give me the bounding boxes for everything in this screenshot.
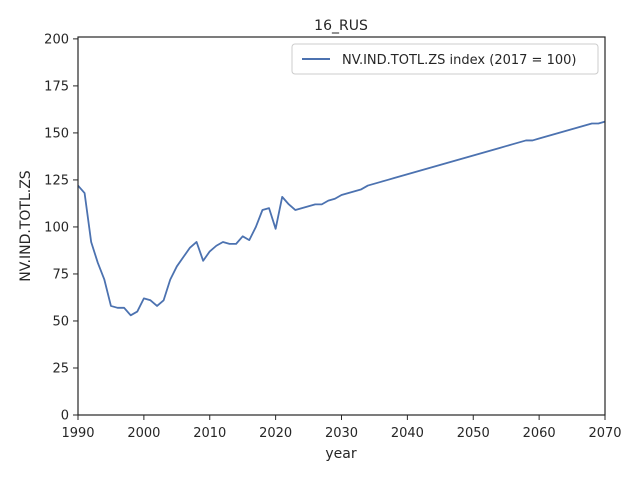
x-tick-label: 2020: [259, 426, 292, 441]
y-axis: 0 25 50 75 100 125 150 175 200: [44, 32, 78, 424]
x-axis: 1990 2000 2010 2020 2030 2040 2050 2060 2070: [61, 415, 622, 441]
x-axis-title: year: [325, 446, 356, 462]
y-tick-label: 200: [44, 32, 69, 47]
x-tick-label: 2050: [457, 426, 490, 441]
x-tick-label: 2060: [523, 426, 556, 441]
legend-label: NV.IND.TOTL.ZS index (2017 = 100): [342, 53, 576, 68]
x-tick-label: 2040: [391, 426, 424, 441]
y-tick-label: 50: [52, 314, 69, 329]
series-layer: [77, 120, 606, 317]
plot-frame: [77, 36, 606, 416]
x-tick-label: 2030: [325, 426, 358, 441]
series-line: [77, 120, 606, 317]
legend-box: [291, 43, 599, 75]
y-tick-label: 75: [52, 267, 69, 282]
y-tick-label: 25: [52, 361, 69, 376]
y-tick-label: 0: [61, 409, 69, 424]
y-tick-label: 125: [44, 173, 69, 188]
x-tick-label: 1990: [61, 426, 94, 441]
x-tick-label: 2070: [588, 426, 621, 441]
y-tick-label: 175: [44, 79, 69, 94]
x-tick-label: 2000: [127, 426, 160, 441]
y-tick-label: 100: [44, 220, 69, 235]
y-axis-title: NV.IND.TOTL.ZS: [18, 170, 34, 281]
x-tick-label: 2010: [193, 426, 226, 441]
chart-title: 16_RUS: [314, 18, 368, 34]
legend: NV.IND.TOTL.ZS index (2017 = 100): [291, 43, 599, 75]
y-tick-label: 150: [44, 126, 69, 141]
